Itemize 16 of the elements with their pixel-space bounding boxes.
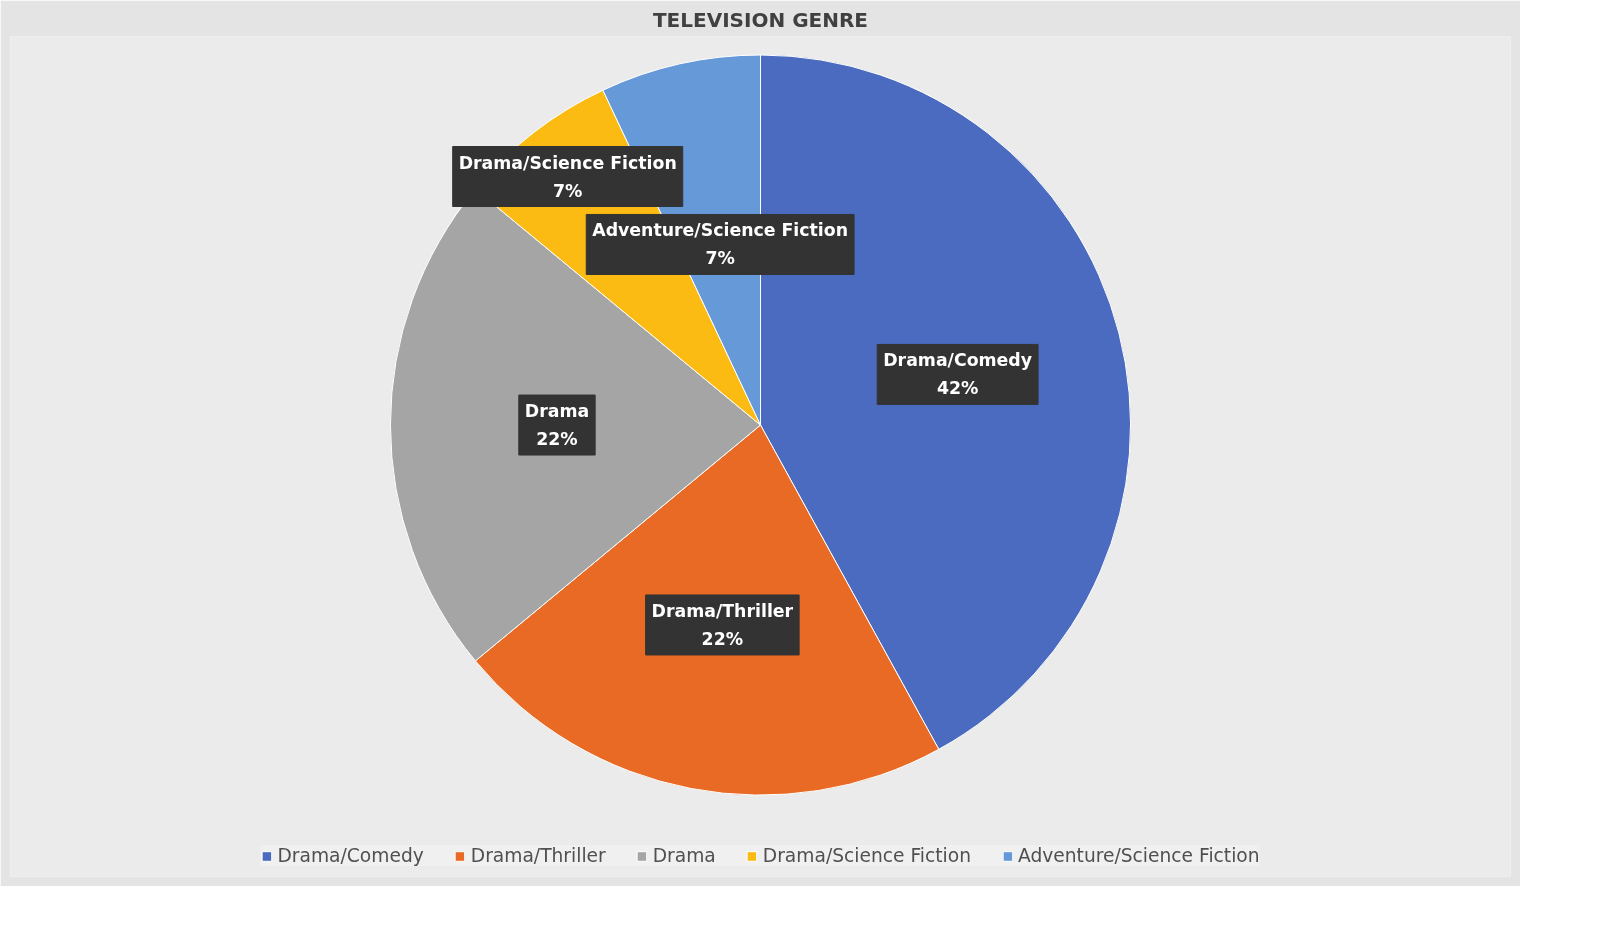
data-label: 7% xyxy=(553,180,583,201)
slice-label: Drama/Thriller xyxy=(651,600,794,621)
legend-label: Drama/Thriller xyxy=(470,845,606,866)
legend-label: Drama xyxy=(652,845,716,866)
slice-label: Drama xyxy=(524,401,590,422)
legend-label: Drama/Comedy xyxy=(277,845,424,866)
data-label: 7% xyxy=(705,248,735,269)
legend-label: Adventure/Science Fiction xyxy=(1017,845,1260,866)
legend-label: Drama/Science Fiction xyxy=(762,845,971,866)
data-label: 22% xyxy=(536,429,578,450)
slice-label: Drama/Comedy xyxy=(883,350,1033,371)
slice-label: Drama/Science Fiction xyxy=(458,152,677,173)
data-label: 22% xyxy=(701,628,744,649)
data-label: 42% xyxy=(936,378,979,399)
slice-label: Adventure/Science Fiction xyxy=(592,220,849,241)
chart-title: TELEVISION GENRE xyxy=(652,7,869,32)
